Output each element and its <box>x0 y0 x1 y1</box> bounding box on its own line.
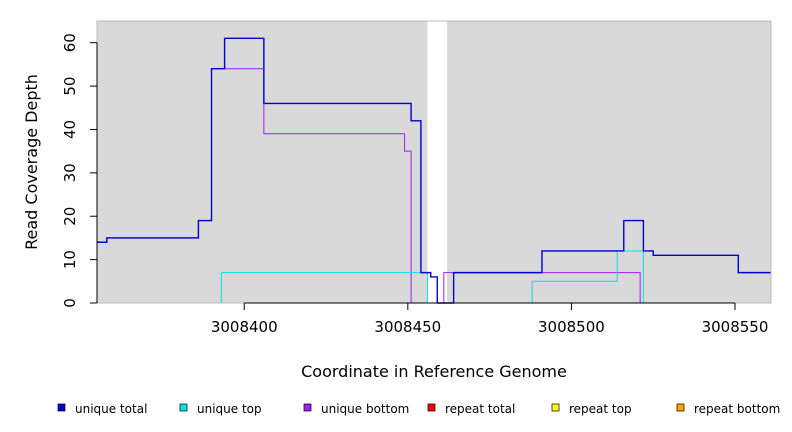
legend-label: repeat bottom <box>694 402 780 416</box>
y-tick-label: 20 <box>61 207 79 226</box>
legend-label: repeat top <box>569 402 632 416</box>
y-tick-label: 0 <box>61 298 79 308</box>
series-unique-total <box>97 37 771 304</box>
legend-label: unique bottom <box>321 402 409 416</box>
y-tick-label: 30 <box>61 163 79 182</box>
legend: unique total unique top unique bottom repea… <box>57 402 780 416</box>
coverage-gap <box>427 21 448 303</box>
legend-swatch <box>676 403 685 412</box>
x-tick-label: 3008500 <box>538 318 605 336</box>
legend-label: repeat total <box>445 402 515 416</box>
y-tick-label: 50 <box>61 77 79 96</box>
legend-swatch <box>303 403 312 412</box>
y-tick-label: 40 <box>61 120 79 139</box>
y-tick-label: 10 <box>61 250 79 269</box>
x-tick-label: 3008400 <box>211 318 278 336</box>
legend-label: unique top <box>197 402 262 416</box>
legend-label: unique total <box>75 402 147 416</box>
x-axis-title: Coordinate in Reference Genome <box>301 362 567 381</box>
x-tick-label: 3008550 <box>702 318 769 336</box>
legend-swatch <box>551 403 560 412</box>
x-axis: 3008400 3008450 3008500 3008550 <box>211 302 769 336</box>
legend-swatch <box>57 403 66 412</box>
y-axis: 0 10 20 30 40 50 60 <box>61 33 98 308</box>
legend-swatch <box>179 403 188 412</box>
x-tick-label: 3008450 <box>374 318 441 336</box>
legend-swatch <box>427 403 436 412</box>
y-tick-label: 60 <box>61 33 79 52</box>
y-axis-title: Read Coverage Depth <box>22 74 41 250</box>
